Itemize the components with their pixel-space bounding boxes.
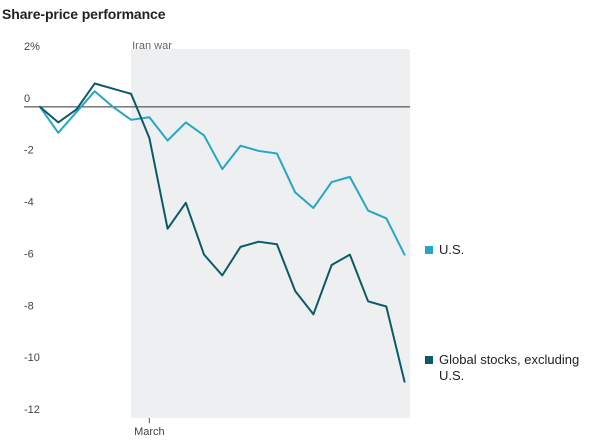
y-tick-label-0: 2%	[24, 41, 40, 53]
x-tick-label-0: March	[134, 426, 165, 438]
y-tick-label-4: -6	[24, 248, 34, 260]
legend-swatch-global	[425, 356, 433, 364]
y-tick-label-5: -8	[24, 300, 34, 312]
legend-swatch-us	[425, 246, 433, 254]
y-tick-label-6: -10	[24, 352, 40, 364]
legend-item-us: U.S.	[425, 242, 464, 258]
legend-label-global-line2: U.S.	[439, 368, 465, 383]
legend-label-us: U.S.	[439, 242, 465, 257]
y-tick-label-7: -12	[24, 404, 40, 416]
shaded-region-iran-war	[131, 49, 411, 418]
y-tick-label-2: -2	[24, 145, 34, 157]
legend-label-global-line1: Global stocks, excluding	[439, 352, 580, 367]
legend-item-global: Global stocks, excluding U.S.	[425, 352, 579, 384]
legend-label-global: Global stocks, excluding U.S.	[439, 352, 579, 384]
annotation-iran-war: Iran war	[132, 40, 172, 52]
y-tick-label-1: 0	[24, 93, 30, 105]
chart-title: Share-price performance	[2, 6, 166, 22]
y-tick-label-3: -4	[24, 197, 34, 209]
